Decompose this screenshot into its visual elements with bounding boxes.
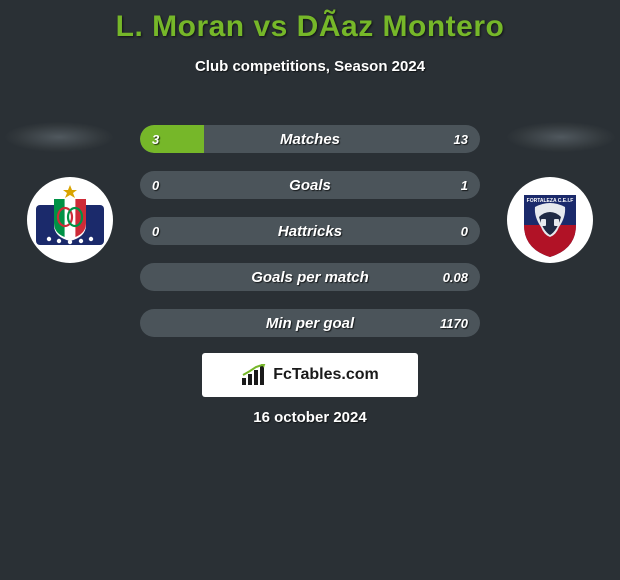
stat-label: Goals per match [140,263,480,291]
stat-value-right: 0.08 [443,263,468,291]
player-right-shadow [507,122,615,152]
brand-chart-icon [241,364,269,386]
stat-bar: Matches3 13 [140,125,480,153]
stat-label: Goals [140,171,480,199]
stat-bar: Goals per match0.08 [140,263,480,291]
stat-bar: Goals0 1 [140,171,480,199]
stat-value-right: 1170 [440,309,468,337]
stat-value-right: 13 [454,125,468,153]
svg-text:FORTALEZA C.E.I.F: FORTALEZA C.E.I.F [527,198,574,204]
team-crest-left-icon [27,177,113,263]
player-left-badge [27,177,113,263]
stat-value-left: 0 [152,217,159,245]
page-title: L. Moran vs DÃ­az Montero [0,0,620,44]
stat-value-right: 0 [461,217,468,245]
stat-label: Matches [140,125,480,153]
stat-value-left: 3 [152,125,159,153]
brand-box: FcTables.com [202,353,418,397]
stat-label: Hattricks [140,217,480,245]
player-right-badge: FORTALEZA C.E.I.F [507,177,593,263]
player-left-shadow [5,122,113,152]
stat-bar: Hattricks0 0 [140,217,480,245]
date-text: 16 october 2024 [0,409,620,426]
stat-label: Min per goal [140,309,480,337]
brand-text: FcTables.com [273,366,379,384]
stat-value-right: 1 [461,171,468,199]
subtitle: Club competitions, Season 2024 [0,58,620,75]
stat-value-left: 0 [152,171,159,199]
team-crest-right-icon: FORTALEZA C.E.I.F [507,177,593,263]
stat-bar: Min per goal1170 [140,309,480,337]
stats-bars: Matches313Goals01Hattricks00Goals per ma… [140,125,480,355]
